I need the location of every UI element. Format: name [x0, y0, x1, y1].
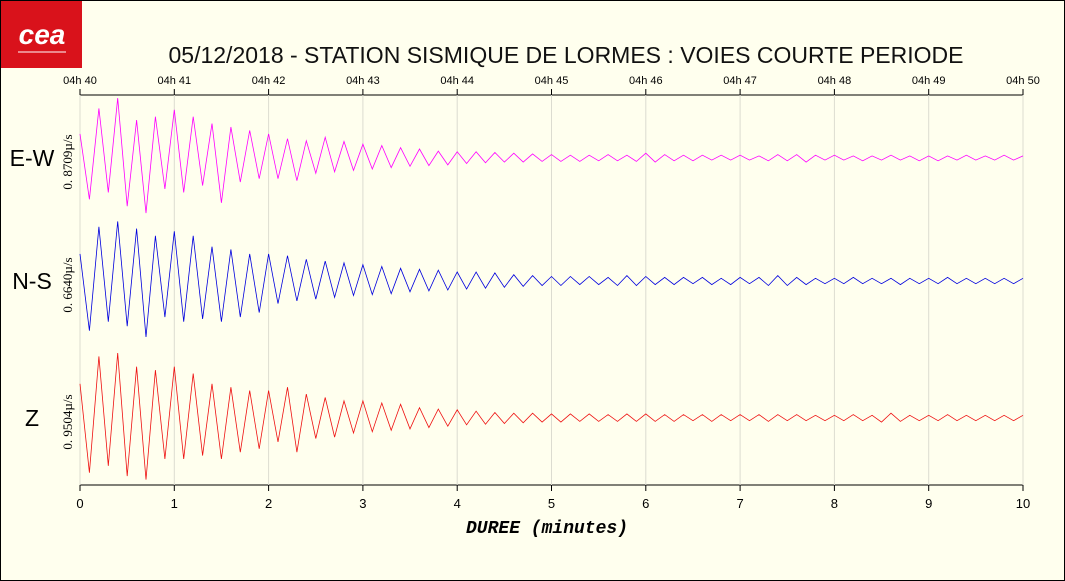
channel-label: E-W	[10, 145, 55, 171]
trace	[79, 98, 1024, 214]
x-tick-label: 2	[265, 496, 272, 511]
top-tick-label: 04h 45	[535, 75, 569, 87]
scale-label: 0. 8709µ/s	[60, 134, 75, 189]
top-tick-label: 04h 50	[1006, 75, 1040, 87]
x-axis-label: DUREE (minutes)	[466, 519, 628, 539]
channel-label: Z	[25, 405, 39, 431]
x-tick-label: 6	[642, 496, 649, 511]
x-tick-label: 0	[76, 496, 83, 511]
top-tick-label: 04h 44	[440, 75, 474, 87]
x-tick-label: 10	[1016, 496, 1030, 511]
top-tick-label: 04h 46	[629, 75, 663, 87]
x-tick-label: 7	[736, 496, 743, 511]
x-tick-label: 3	[359, 496, 366, 511]
top-tick-label: 04h 48	[818, 75, 852, 87]
trace	[79, 352, 1024, 480]
top-tick-label: 04h 41	[157, 75, 191, 87]
logo-box	[1, 1, 82, 68]
x-tick-label: 9	[925, 496, 932, 511]
x-tick-label: 5	[548, 496, 555, 511]
top-tick-label: 04h 40	[63, 75, 97, 87]
top-tick-label: 04h 43	[346, 75, 380, 87]
scale-label: 0. 6640µ/s	[60, 257, 75, 312]
top-tick-label: 04h 42	[252, 75, 286, 87]
trace	[79, 221, 1024, 338]
x-tick-label: 4	[454, 496, 461, 511]
chart-title: 05/12/2018 - STATION SISMIQUE DE LORMES …	[169, 42, 964, 68]
channel-label: N-S	[12, 268, 52, 294]
top-tick-label: 04h 47	[723, 75, 757, 87]
logo: cea	[19, 19, 66, 50]
x-tick-label: 8	[831, 496, 838, 511]
x-tick-label: 1	[171, 496, 178, 511]
scale-label: 0. 9504µ/s	[60, 394, 75, 449]
top-tick-label: 04h 49	[912, 75, 946, 87]
